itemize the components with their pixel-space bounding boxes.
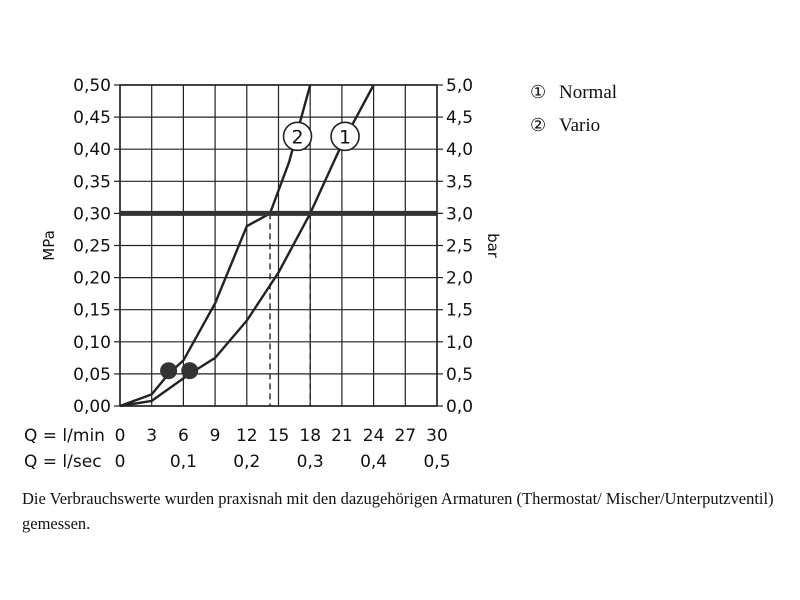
y-tick-label: 0,00 (73, 397, 111, 417)
series-line-normal (119, 84, 375, 408)
x-tick-label: 24 (363, 426, 385, 446)
y-axis-label: MPa (40, 230, 58, 261)
series-dot-normal (181, 362, 199, 380)
x-tick-label: 15 (268, 426, 290, 446)
x-tick-label: 12 (236, 426, 258, 446)
x2-axis-label: Q = l/sec (24, 452, 102, 472)
x2-tick-label: 0,2 (233, 452, 260, 472)
series-dot-vario (160, 362, 178, 380)
x-tick-label: 6 (178, 426, 189, 446)
x2-tick-label: 0,1 (170, 452, 197, 472)
legend-label-normal: Normal (559, 82, 617, 103)
y2-tick-label: 3,0 (446, 204, 473, 224)
x-tick-label: 0 (115, 426, 126, 446)
y2-tick-label: 0,5 (446, 365, 473, 385)
x2-tick-label: 0,3 (297, 452, 324, 472)
y2-tick-label: 5,0 (446, 76, 473, 96)
y2-tick-label: 1,5 (446, 301, 473, 321)
footnote: Die Verbrauchswerte wurden praxisnah mit… (22, 489, 774, 533)
y-tick-label: 0,05 (73, 365, 111, 385)
y2-tick-label: 4,5 (446, 108, 473, 128)
x-tick-label: 30 (426, 426, 448, 446)
y-tick-label: 0,30 (73, 204, 111, 224)
y-tick-label: 0,15 (73, 301, 111, 321)
y2-tick-label: 0,0 (446, 397, 473, 417)
y-tick-label: 0,20 (73, 269, 111, 289)
x-tick-label: 3 (146, 426, 157, 446)
y2-tick-label: 4,0 (446, 140, 473, 160)
x2-tick-label: 0 (115, 452, 126, 472)
y-tick-label: 0,45 (73, 108, 111, 128)
series-line-vario (119, 84, 312, 408)
y-tick-label: 0,10 (73, 333, 111, 353)
x2-tick-label: 0,5 (423, 452, 450, 472)
plot-frame (119, 84, 438, 407)
y2-axis-label: bar (484, 233, 502, 259)
y-tick-label: 0,40 (73, 140, 111, 160)
series-marker-number-normal: 1 (339, 126, 351, 148)
y2-tick-label: 2,5 (446, 237, 473, 257)
x-tick-label: 21 (331, 426, 353, 446)
x-tick-label: 9 (210, 426, 221, 446)
series-marker-circle-normal (330, 121, 360, 152)
x-axis-label: Q = l/min (24, 426, 105, 446)
legend-label-vario: Vario (559, 115, 600, 136)
legend-symbol-normal: ① (530, 82, 546, 103)
y2-tick-label: 3,5 (446, 172, 473, 192)
y-tick-label: 0,50 (73, 76, 111, 96)
x2-tick-label: 0,4 (360, 452, 387, 472)
legend-symbol-vario: ② (530, 115, 546, 136)
y2-tick-label: 2,0 (446, 269, 473, 289)
x-tick-label: 27 (394, 426, 416, 446)
x-tick-label: 18 (299, 426, 321, 446)
y2-tick-label: 1,0 (446, 333, 473, 353)
series-marker-circle-vario (282, 121, 313, 152)
y-tick-label: 0,35 (73, 172, 111, 192)
series-marker-number-vario: 2 (291, 126, 303, 148)
y-tick-label: 0,25 (73, 237, 111, 257)
